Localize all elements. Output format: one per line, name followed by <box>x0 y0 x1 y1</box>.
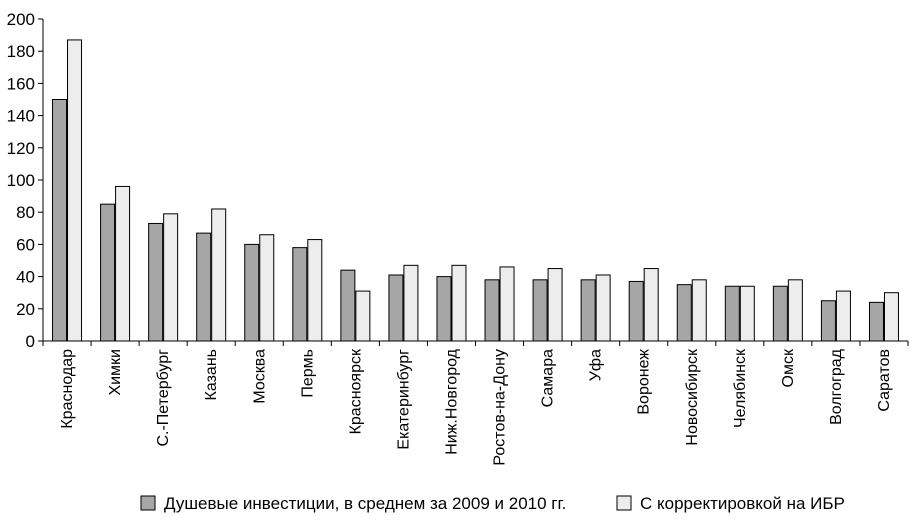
y-tick-label: 100 <box>7 171 35 190</box>
x-tick-label: Ростов-на-Дону <box>492 349 509 466</box>
y-tick-label: 140 <box>7 107 35 126</box>
x-tick-label: Волгоград <box>828 348 845 425</box>
bar-series-2 <box>67 39 83 342</box>
bar-series-1 <box>100 203 116 342</box>
bar-series-1 <box>772 285 788 342</box>
bar-series-1 <box>292 247 308 342</box>
y-tick-label: 20 <box>16 300 35 319</box>
bar-series-1 <box>388 274 404 342</box>
x-tick-label: Челябинск <box>732 348 749 428</box>
legend: Душевые инвестиции, в среднем за 2009 и … <box>140 494 845 513</box>
x-tick-label: Новосибирск <box>684 348 701 446</box>
y-tick-label: 60 <box>16 235 35 254</box>
bar-series-2 <box>355 290 371 342</box>
bar-series-2 <box>787 279 803 342</box>
y-axis-ticks: 0 20 40 60 80 100 120 140 160 180 200 <box>7 10 43 351</box>
legend-swatch-series-2 <box>616 495 632 511</box>
bar-series-2 <box>307 239 323 342</box>
x-tick-label: Химки <box>107 349 124 396</box>
bar-series-2 <box>163 213 179 342</box>
x-tick-label: Уфа <box>588 349 605 381</box>
x-tick-label: Москва <box>251 349 268 404</box>
axes <box>42 19 909 346</box>
bar-series-1 <box>628 280 644 342</box>
bar-series-2 <box>883 292 899 342</box>
bar-series-1 <box>52 99 68 342</box>
x-tick-label: Красноярск <box>347 348 364 434</box>
bar-series-2 <box>403 264 419 342</box>
x-tick-label: Ниж.Новгород <box>443 348 460 454</box>
x-axis-labels: Краснодар Химки С.-Петербург Казань Москва Пе… <box>59 348 893 466</box>
y-tick-label: 120 <box>7 139 35 158</box>
x-tick-label: Пермь <box>299 349 316 398</box>
y-tick-label: 80 <box>16 203 35 222</box>
bar-series-2 <box>691 279 707 342</box>
legend-label-series-1: Душевые инвестиции, в среднем за 2009 и … <box>164 494 566 513</box>
y-tick-label: 160 <box>7 74 35 93</box>
y-tick-label: 40 <box>16 268 35 287</box>
bar-series-2 <box>643 268 659 342</box>
bar-series-2 <box>547 268 563 342</box>
y-tick-label: 0 <box>26 332 35 351</box>
x-tick-label: Самара <box>540 349 557 407</box>
legend-swatch-series-1 <box>140 495 156 511</box>
y-tick-label: 180 <box>7 42 35 61</box>
bar-series-1 <box>724 285 740 342</box>
bar-series-2 <box>595 274 611 342</box>
bar-series-1 <box>676 284 692 342</box>
x-tick-label: С.-Петербург <box>155 349 172 447</box>
bar-series-1 <box>484 279 500 342</box>
x-tick-label: Краснодар <box>59 349 76 429</box>
bar-series-1 <box>148 222 164 342</box>
bar-series-2 <box>451 264 467 342</box>
bar-series-1 <box>436 276 452 342</box>
bar-series-1 <box>532 279 548 342</box>
bar-series-1 <box>868 301 884 342</box>
bar-series-2 <box>211 208 227 342</box>
x-tick-label: Саратов <box>876 349 893 412</box>
y-tick-label: 200 <box>7 10 35 29</box>
legend-label-series-2: С корректировкой на ИБР <box>640 494 845 513</box>
bar-series-1 <box>244 243 260 342</box>
x-tick-label: Омск <box>780 348 797 387</box>
x-tick-label: Екатеринбург <box>395 349 412 450</box>
bar-series-2 <box>259 234 275 342</box>
bar-series-1 <box>580 279 596 342</box>
bar-series-2 <box>739 285 755 342</box>
bar-series-1 <box>340 269 356 342</box>
bar-series-2 <box>499 266 515 342</box>
bar-series-2 <box>835 290 851 342</box>
x-tick-label: Воронеж <box>636 349 653 415</box>
x-tick-label: Казань <box>203 349 220 400</box>
bar-series-1 <box>820 300 836 342</box>
bars <box>52 39 899 342</box>
bar-series-2 <box>115 185 131 342</box>
bar-series-1 <box>196 232 212 342</box>
